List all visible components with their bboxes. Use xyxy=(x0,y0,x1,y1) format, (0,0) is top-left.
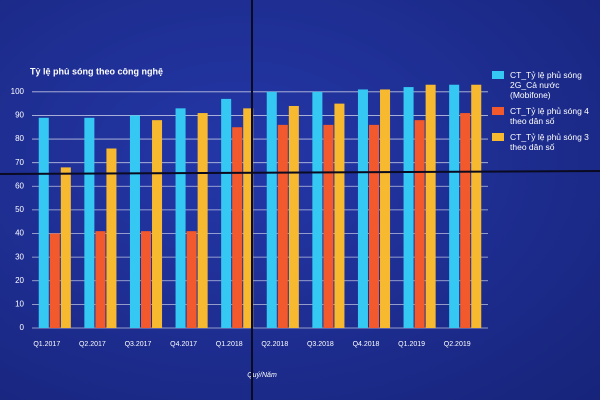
x-tick-label: Q2.2017 xyxy=(79,341,106,348)
bar xyxy=(232,127,243,328)
x-tick-label: Q4.2017 xyxy=(170,341,197,348)
y-tick-label: 0 xyxy=(20,323,25,332)
legend-label: CT_Tỷ lệ phủ sóng 4 theo dân số xyxy=(510,106,589,126)
y-tick-label: 90 xyxy=(15,111,24,120)
chart-title: Tỷ lệ phủ sóng theo công nghệ xyxy=(30,66,163,76)
bar xyxy=(449,84,460,328)
bar xyxy=(95,231,106,328)
x-tick-label: Q4.2018 xyxy=(353,341,380,348)
y-tick-label: 80 xyxy=(15,134,24,143)
bar xyxy=(129,115,140,328)
x-tick-label: Q1.2018 xyxy=(216,341,243,348)
y-tick-label: 60 xyxy=(15,181,24,190)
legend-label: CT_Tỷ lệ phủ sóng 3 theo dân số xyxy=(510,132,589,152)
bar xyxy=(334,103,345,328)
y-tick-label: 50 xyxy=(15,205,24,214)
x-axis-label: Quý/Năm xyxy=(247,372,277,379)
bar xyxy=(197,113,208,328)
legend-label: CT_Tỷ lệ phủ sóng 2G_Cả nước (Mobifone) xyxy=(510,70,582,100)
x-tick-label: Q2.2018 xyxy=(261,341,288,348)
legend-swatch xyxy=(492,71,504,79)
bar xyxy=(460,113,471,328)
y-tick-label: 70 xyxy=(15,158,24,167)
bar xyxy=(152,120,163,329)
x-tick-label: Q2.2019 xyxy=(444,341,471,348)
y-tick-label: 10 xyxy=(15,299,24,308)
x-tick-label: Q1.2019 xyxy=(398,341,425,348)
legend-swatch xyxy=(492,133,504,141)
y-tick-label: 100 xyxy=(11,87,25,96)
bar xyxy=(140,231,152,328)
bar xyxy=(60,167,71,328)
bar xyxy=(49,233,60,328)
legend-item: CT_Tỷ lệ phủ sóng 4 theo dân số xyxy=(492,106,597,126)
bar xyxy=(357,89,368,328)
bar xyxy=(38,117,49,329)
y-tick-label: 40 xyxy=(15,229,24,238)
bar xyxy=(368,124,380,328)
legend-swatch xyxy=(492,107,504,115)
bar xyxy=(414,120,425,329)
bar xyxy=(471,84,482,328)
bar xyxy=(221,98,232,329)
x-tick-label: Q1.2017 xyxy=(33,341,60,348)
bar xyxy=(403,87,414,328)
bar xyxy=(380,89,391,328)
bar xyxy=(106,148,117,328)
legend-item: CT_Tỷ lệ phủ sóng 2G_Cả nước (Mobifone) xyxy=(492,70,597,100)
bar xyxy=(243,108,254,328)
bar xyxy=(266,91,277,328)
x-tick-label: Q3.2018 xyxy=(307,341,334,348)
x-tick-label: Q3.2017 xyxy=(125,341,152,348)
y-tick-label: 30 xyxy=(15,252,24,261)
bar xyxy=(84,117,95,329)
bar xyxy=(312,91,323,328)
bar xyxy=(277,124,288,328)
bar xyxy=(425,84,436,328)
bar xyxy=(186,231,197,328)
bar xyxy=(288,105,299,328)
bar xyxy=(175,108,186,328)
bar xyxy=(323,124,334,328)
legend-item: CT_Tỷ lệ phủ sóng 3 theo dân số xyxy=(492,132,597,152)
y-tick-label: 20 xyxy=(15,276,24,285)
legend: CT_Tỷ lệ phủ sóng 2G_Cả nước (Mobifone) C… xyxy=(492,70,597,158)
